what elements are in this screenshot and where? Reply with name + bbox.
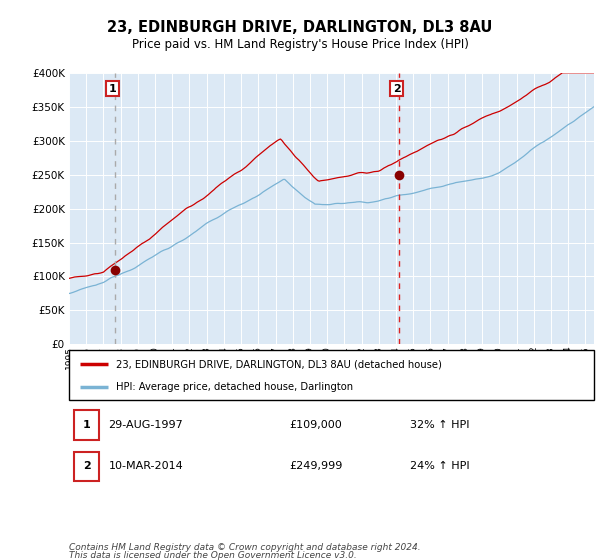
Text: 2: 2 xyxy=(393,83,401,94)
Text: Contains HM Land Registry data © Crown copyright and database right 2024.: Contains HM Land Registry data © Crown c… xyxy=(69,543,421,552)
Text: £249,999: £249,999 xyxy=(290,461,343,472)
Text: Price paid vs. HM Land Registry's House Price Index (HPI): Price paid vs. HM Land Registry's House … xyxy=(131,38,469,50)
FancyBboxPatch shape xyxy=(69,350,594,400)
Text: £109,000: £109,000 xyxy=(290,420,342,430)
Text: 23, EDINBURGH DRIVE, DARLINGTON, DL3 8AU (detached house): 23, EDINBURGH DRIVE, DARLINGTON, DL3 8AU… xyxy=(116,359,442,369)
Text: 1: 1 xyxy=(83,420,91,430)
Text: HPI: Average price, detached house, Darlington: HPI: Average price, detached house, Darl… xyxy=(116,382,353,393)
Text: This data is licensed under the Open Government Licence v3.0.: This data is licensed under the Open Gov… xyxy=(69,551,357,560)
FancyBboxPatch shape xyxy=(74,410,100,440)
Text: 10-MAR-2014: 10-MAR-2014 xyxy=(109,461,183,472)
FancyBboxPatch shape xyxy=(74,451,100,482)
Text: 32% ↑ HPI: 32% ↑ HPI xyxy=(410,420,470,430)
Text: 29-AUG-1997: 29-AUG-1997 xyxy=(109,420,183,430)
Text: 23, EDINBURGH DRIVE, DARLINGTON, DL3 8AU: 23, EDINBURGH DRIVE, DARLINGTON, DL3 8AU xyxy=(107,20,493,35)
Text: 24% ↑ HPI: 24% ↑ HPI xyxy=(410,461,470,472)
Text: 2: 2 xyxy=(83,461,91,472)
Text: 1: 1 xyxy=(109,83,116,94)
